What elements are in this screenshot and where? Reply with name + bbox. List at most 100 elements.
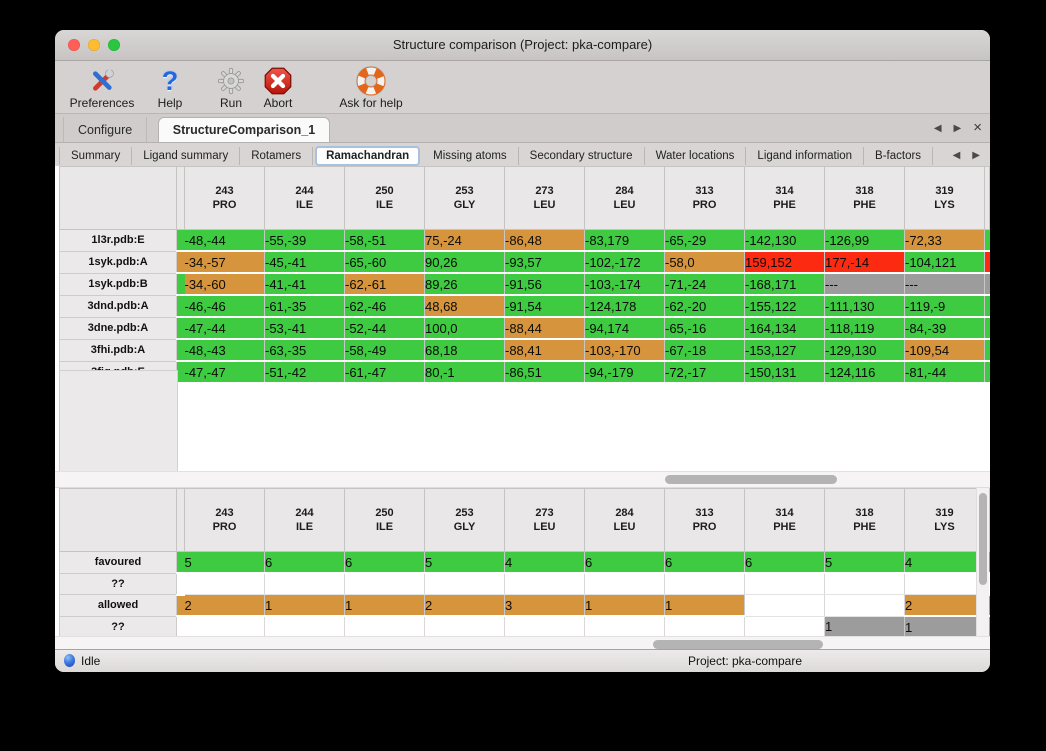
row-label[interactable]: 1syk.pdb:A [59,250,177,274]
column-header-314[interactable]: 314 PHE [744,166,825,230]
table-cell: -153,127 [744,339,825,362]
help-button[interactable]: ? Help [147,64,193,111]
table-cell: --- [824,273,905,296]
column-header-318[interactable]: 318 PHE [824,488,905,552]
abort-label: Abort [263,96,293,110]
column-header-253[interactable]: 253 GLY [424,166,505,230]
preferences-icon [63,64,141,97]
row-label[interactable]: 1syk.pdb:B [59,272,177,296]
zoom-window-button[interactable] [108,39,120,51]
column-header-313[interactable]: 313 PRO [664,166,745,230]
bottom-vertical-scrollbar-thumb[interactable] [979,493,987,585]
column-header-319[interactable]: 319 LYS [904,166,985,230]
table-cell: -129,130 [824,339,905,362]
subtab-water-locations[interactable]: Water locations [645,146,747,165]
table-cell: 75,-24 [424,229,505,252]
tab-scroll-left-icon[interactable]: ◀ [933,122,942,134]
abort-button[interactable]: Abort [253,64,303,110]
close-window-button[interactable] [68,39,80,51]
tab-close-icon[interactable]: × [973,119,982,136]
column-header-residue: PRO [212,521,237,533]
tab-structurecomparison-1[interactable]: StructureComparison_1 [157,117,331,142]
tab-configure[interactable]: Configure [63,117,148,142]
help-icon: ? [161,65,179,96]
column-header-243[interactable]: 243 PRO [184,166,265,230]
preferences-button[interactable]: Preferences [63,64,141,110]
subtab-secondary-structure[interactable]: Secondary structure [519,146,645,165]
subtab-summary[interactable]: Summary [59,146,133,165]
table-cell: -91,54 [504,295,585,318]
table-cell: -65,-16 [664,317,745,340]
table-cell: -103,-170 [584,339,665,362]
ask-for-help-button[interactable]: Ask for help [327,64,415,110]
column-header-273[interactable]: 273 LEU [504,166,585,230]
table-cell: 177,-14 [824,251,905,274]
row-label-column-header [59,488,177,552]
column-header-318[interactable]: 318 PHE [824,166,905,230]
subtab-ramachandran[interactable]: Ramachandran [315,145,421,166]
title-bar[interactable]: Structure comparison (Project: pka-compa… [55,30,990,61]
subtab-missing-atoms[interactable]: Missing atoms [422,146,519,165]
table-cell [664,573,745,595]
column-header-250[interactable]: 250 ILE [344,488,425,552]
column-header-314[interactable]: 314 PHE [744,488,825,552]
table-cell: 1 [904,616,985,639]
row-label[interactable]: 3fhi.pdb:A [59,338,177,362]
table-cell: -93,57 [504,251,585,274]
column-header-284[interactable]: 284 LEU [584,166,665,230]
row-label[interactable]: 3dne.pdb:A [59,316,177,340]
row-label[interactable]: ?? [59,615,177,639]
column-header-residue: LYS [934,199,955,211]
column-header-243[interactable]: 243 PRO [184,488,265,552]
row-label[interactable]: favoured [59,551,177,574]
column-header-residue: PRO [692,521,717,533]
subtab-b-factors[interactable]: B-factors [864,146,934,165]
column-header-residue: LEU [533,521,556,533]
column-header-244[interactable]: 244 ILE [264,166,345,230]
overflow-cell [984,295,990,318]
row-label[interactable]: ?? [59,572,177,595]
status-text: Idle [81,654,101,668]
table-cell: -52,-44 [344,317,425,340]
row-label[interactable]: allowed [59,594,177,617]
subtab-ligand-information[interactable]: Ligand information [746,146,865,165]
table-cell: 2 [424,594,505,617]
ask-for-help-label: Ask for help [339,96,403,110]
minimize-window-button[interactable] [88,39,100,51]
column-header-273[interactable]: 273 LEU [504,488,585,552]
column-header-residue: LEU [613,199,636,211]
column-header-244[interactable]: 244 ILE [264,488,345,552]
column-header-284[interactable]: 284 LEU [584,488,665,552]
table-cell: -118,119 [824,317,905,340]
column-header-319[interactable]: 319 LYS [904,488,985,552]
subtab-scroll-right-icon[interactable]: ▶ [972,150,980,161]
subtab-ligand-summary[interactable]: Ligand summary [132,146,241,165]
table-cell [184,573,265,595]
table-cell: -109,54 [904,339,985,362]
table-cell [744,594,825,617]
run-button[interactable]: Run [207,64,255,110]
ask-for-help-icon [327,64,415,97]
subtab-scroll-left-icon[interactable]: ◀ [952,150,961,161]
bottom-vertical-scrollbar[interactable] [976,488,989,636]
row-label[interactable]: 1l3r.pdb:E [59,229,177,252]
row-status-strip [176,616,185,639]
row-status-strip [176,229,185,252]
column-header-250[interactable]: 250 ILE [344,166,425,230]
row-status-strip [176,251,185,274]
column-header-residue: PHE [773,521,796,533]
table-cell [744,616,825,639]
column-header-313[interactable]: 313 PRO [664,488,745,552]
column-header-253[interactable]: 253 GLY [424,488,505,552]
row-label[interactable]: 3dnd.pdb:A [59,294,177,318]
column-header-residue: PRO [692,199,717,211]
table-cell: -126,99 [824,229,905,252]
column-header-residue: PHE [853,199,876,211]
tab-scroll-right-icon[interactable]: ▶ [953,122,962,134]
bottom-horizontal-scrollbar-thumb[interactable] [653,640,823,649]
top-horizontal-scrollbar-thumb[interactable] [665,475,837,484]
column-header-number: 244 [295,185,314,197]
subtab-rotamers[interactable]: Rotamers [240,146,314,165]
top-horizontal-scrollbar[interactable] [55,471,990,488]
column-header-number: 253 [455,185,474,197]
